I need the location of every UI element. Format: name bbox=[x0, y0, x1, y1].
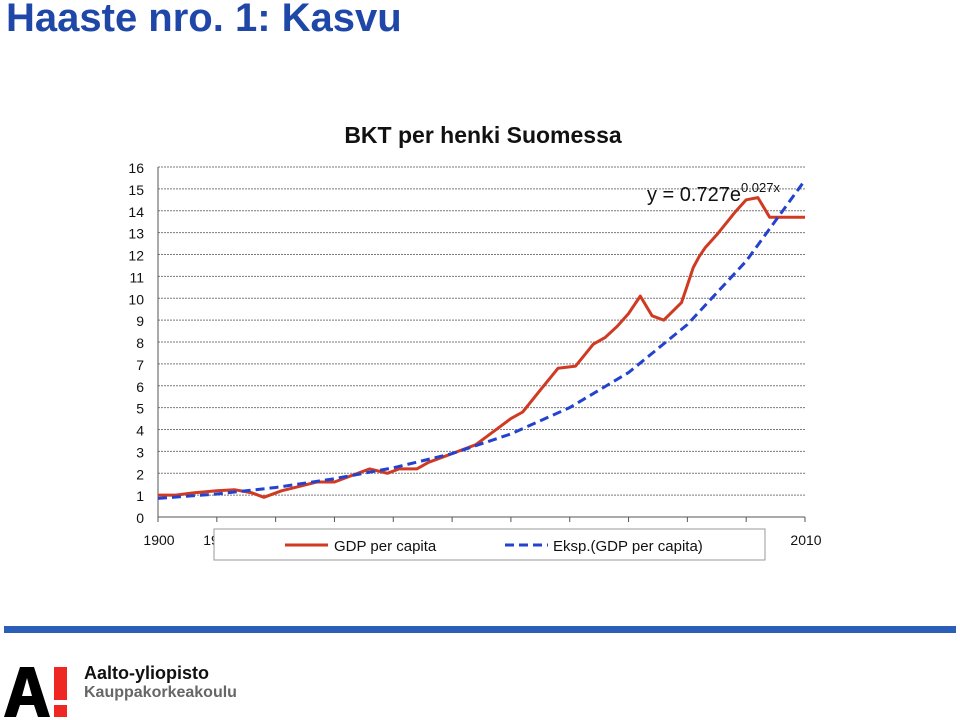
footer-bar bbox=[4, 626, 956, 633]
y-tick-label: 2 bbox=[136, 466, 144, 482]
y-tick-label: 3 bbox=[136, 444, 144, 460]
y-tick-label: 15 bbox=[128, 182, 144, 198]
y-tick-label: 0 bbox=[136, 510, 144, 526]
org-name: Aalto-yliopisto bbox=[84, 663, 209, 683]
aalto-logo-icon bbox=[4, 667, 67, 717]
y-tick-label: 5 bbox=[136, 401, 144, 417]
trend-equation: y = 0.727e0.027x bbox=[647, 180, 781, 206]
legend-label-gdp: GDP per capita bbox=[334, 538, 437, 555]
y-tick-label: 1 bbox=[136, 488, 144, 504]
series-line-gdp bbox=[158, 196, 805, 499]
y-tick-label: 11 bbox=[129, 269, 144, 285]
trend-equation-base: y = 0.727e bbox=[647, 184, 741, 206]
y-tick-label: 8 bbox=[136, 335, 144, 351]
y-tick-label: 14 bbox=[128, 204, 144, 220]
y-tick-label: 10 bbox=[128, 291, 144, 307]
y-tick-label: 12 bbox=[128, 248, 144, 264]
chart-grid bbox=[157, 166, 806, 522]
y-tick-label: 16 bbox=[128, 160, 144, 176]
y-tick-label: 9 bbox=[136, 313, 144, 329]
y-tick-label: 6 bbox=[136, 379, 144, 395]
y-tick-label: 7 bbox=[136, 357, 144, 373]
trend-equation-exponent: 0.027x bbox=[741, 180, 781, 195]
series-line-trend bbox=[157, 179, 807, 500]
legend: GDP per capita Eksp.(GDP per capita) bbox=[213, 528, 766, 561]
y-tick-label: 13 bbox=[128, 226, 144, 242]
x-tick-label: 2010 bbox=[790, 532, 821, 548]
x-tick-label: 1900 bbox=[143, 532, 174, 548]
chart-title: BKT per henki Suomessa bbox=[344, 122, 622, 148]
chart: BKT per henki Suomessa 01234567891011121… bbox=[128, 122, 822, 561]
series-group bbox=[157, 179, 807, 500]
y-tick-label: 4 bbox=[136, 423, 144, 439]
school-name: Kauppakorkeakoulu bbox=[84, 684, 237, 701]
legend-label-trend: Eksp.(GDP per capita) bbox=[553, 538, 703, 555]
slide-title: Haaste nro. 1: Kasvu bbox=[6, 0, 402, 40]
